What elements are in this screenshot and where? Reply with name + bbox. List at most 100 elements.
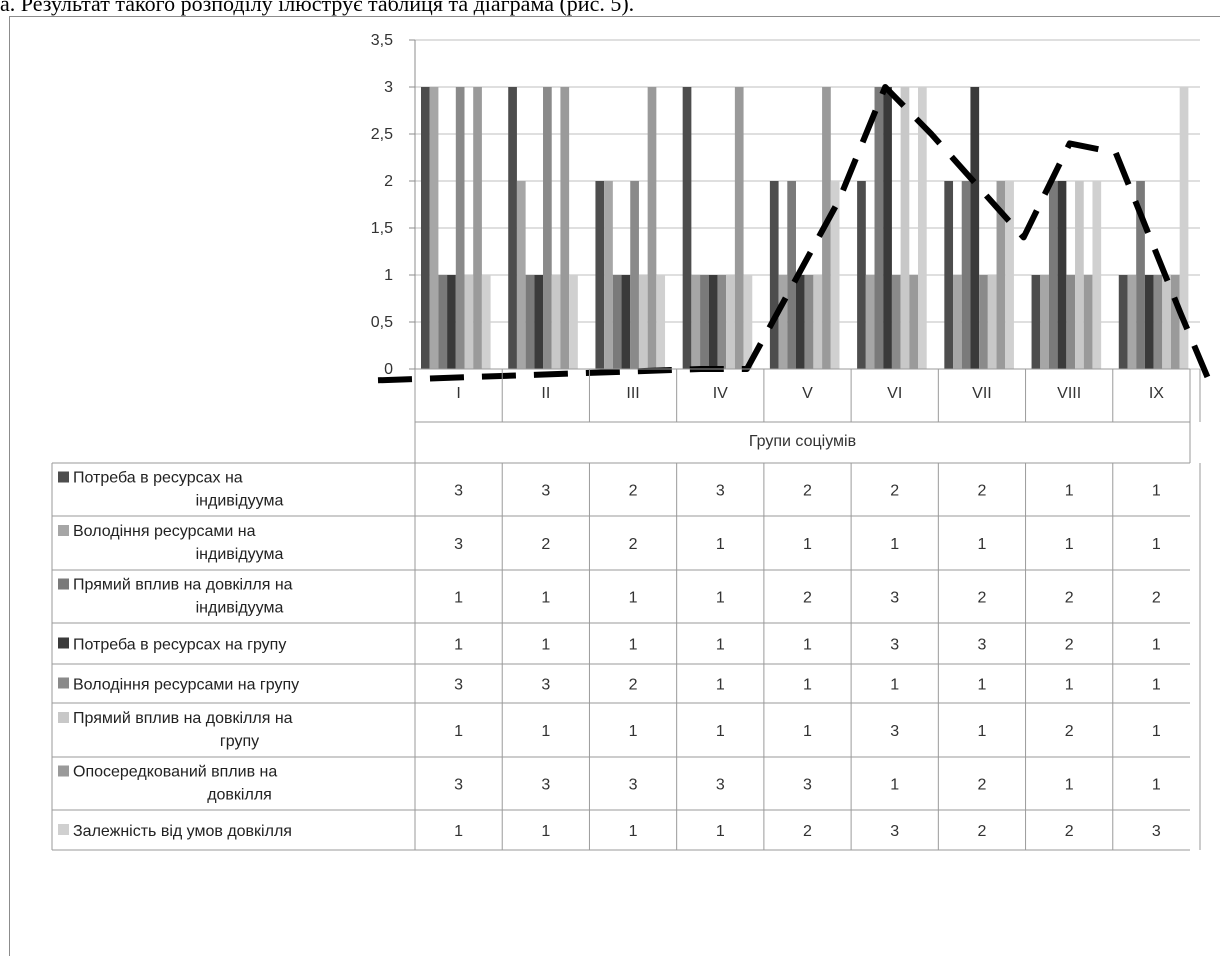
data-label: 1 — [629, 590, 638, 607]
x-tick-label: VII — [972, 385, 992, 402]
bar — [551, 275, 561, 369]
bar — [595, 181, 605, 369]
bar — [857, 181, 866, 369]
data-label: 1 — [890, 677, 899, 694]
data-label: 3 — [541, 483, 550, 500]
x-tick-label: III — [626, 385, 639, 402]
data-label: 1 — [1065, 536, 1074, 553]
bar — [769, 181, 779, 369]
x-axis-title: Групи соціумів — [749, 433, 856, 450]
x-tick-label: IV — [713, 385, 728, 402]
page-caption: а. Результат такого розподілу ілюструє т… — [0, 0, 635, 16]
data-label: 3 — [890, 823, 899, 840]
legend-swatch — [58, 471, 69, 483]
x-tick-label: VIII — [1057, 385, 1081, 402]
data-label: 1 — [1152, 483, 1161, 500]
data-label: 2 — [803, 483, 812, 500]
bar — [1005, 181, 1014, 369]
data-label: 2 — [1065, 590, 1074, 607]
data-label: 1 — [541, 823, 550, 840]
legend-swatch — [58, 824, 69, 835]
data-label: 2 — [1065, 637, 1074, 654]
data-label: 3 — [977, 637, 986, 654]
y-tick-label: 0,5 — [371, 314, 393, 331]
bar — [996, 181, 1006, 369]
data-label: 2 — [890, 483, 899, 500]
data-label: 3 — [1152, 823, 1161, 840]
data-label: 1 — [716, 823, 725, 840]
bar — [481, 275, 491, 369]
data-label: 1 — [541, 590, 550, 607]
bar — [717, 275, 727, 369]
data-label: 1 — [716, 536, 725, 553]
y-tick-label: 3,5 — [371, 32, 393, 49]
y-tick-label: 1 — [384, 267, 393, 284]
data-label: 1 — [1152, 723, 1161, 740]
bar — [682, 87, 692, 369]
x-tick-label: VI — [887, 385, 902, 402]
legend-swatch — [58, 637, 69, 649]
bar — [1144, 275, 1154, 369]
bar — [787, 181, 796, 369]
data-label: 3 — [454, 483, 463, 500]
legend-swatch — [58, 525, 69, 536]
legend-label: Володіння ресурсами на — [73, 523, 256, 540]
data-label: 1 — [1065, 677, 1074, 694]
legend-label-cont: індивідуума — [196, 493, 284, 510]
data-label: 1 — [716, 637, 725, 654]
bar — [1066, 275, 1076, 369]
bar — [830, 181, 840, 369]
bar — [909, 275, 919, 369]
x-tick-label: V — [802, 385, 813, 402]
data-label: 1 — [454, 590, 463, 607]
bar — [1136, 181, 1145, 369]
x-tick-label: IX — [1149, 385, 1164, 402]
x-tick-label: II — [541, 385, 550, 402]
data-label: 1 — [1152, 777, 1161, 794]
bar — [891, 275, 901, 369]
bar — [700, 275, 709, 369]
y-tick-label: 0 — [384, 361, 393, 378]
data-label: 1 — [977, 677, 986, 694]
data-label: 1 — [716, 677, 725, 694]
bar — [865, 275, 875, 369]
bar — [813, 275, 823, 369]
data-label: 1 — [977, 723, 986, 740]
data-label: 1 — [629, 637, 638, 654]
bar — [647, 87, 657, 369]
data-label: 2 — [1065, 723, 1074, 740]
bar — [1075, 181, 1084, 369]
data-label: 2 — [629, 677, 638, 694]
data-label: 2 — [541, 536, 550, 553]
bar — [1092, 181, 1102, 369]
data-label: 3 — [890, 723, 899, 740]
legend-label: Володіння ресурсами на групу — [73, 677, 299, 694]
data-label: 1 — [803, 677, 812, 694]
x-tick-label: I — [456, 385, 460, 402]
bar — [804, 275, 814, 369]
bar — [612, 275, 622, 369]
bar — [900, 87, 910, 369]
data-label: 2 — [629, 536, 638, 553]
data-label: 1 — [454, 823, 463, 840]
bar — [726, 275, 735, 369]
bar — [429, 87, 439, 369]
data-label: 2 — [803, 823, 812, 840]
data-label: 2 — [1152, 590, 1161, 607]
bar — [473, 87, 482, 369]
bar — [656, 275, 666, 369]
data-label: 1 — [454, 637, 463, 654]
bar — [1153, 275, 1163, 369]
legend-swatch — [58, 578, 69, 590]
data-label: 3 — [454, 777, 463, 794]
bar — [944, 181, 954, 369]
bar — [743, 275, 753, 369]
bar — [970, 87, 980, 369]
bar — [874, 87, 884, 369]
data-label: 1 — [1065, 483, 1074, 500]
bar — [1162, 275, 1171, 369]
legend-swatch — [58, 712, 69, 723]
legend-label: Опосередкований вплив на — [73, 764, 277, 781]
data-label: 1 — [803, 536, 812, 553]
bar — [953, 275, 962, 369]
